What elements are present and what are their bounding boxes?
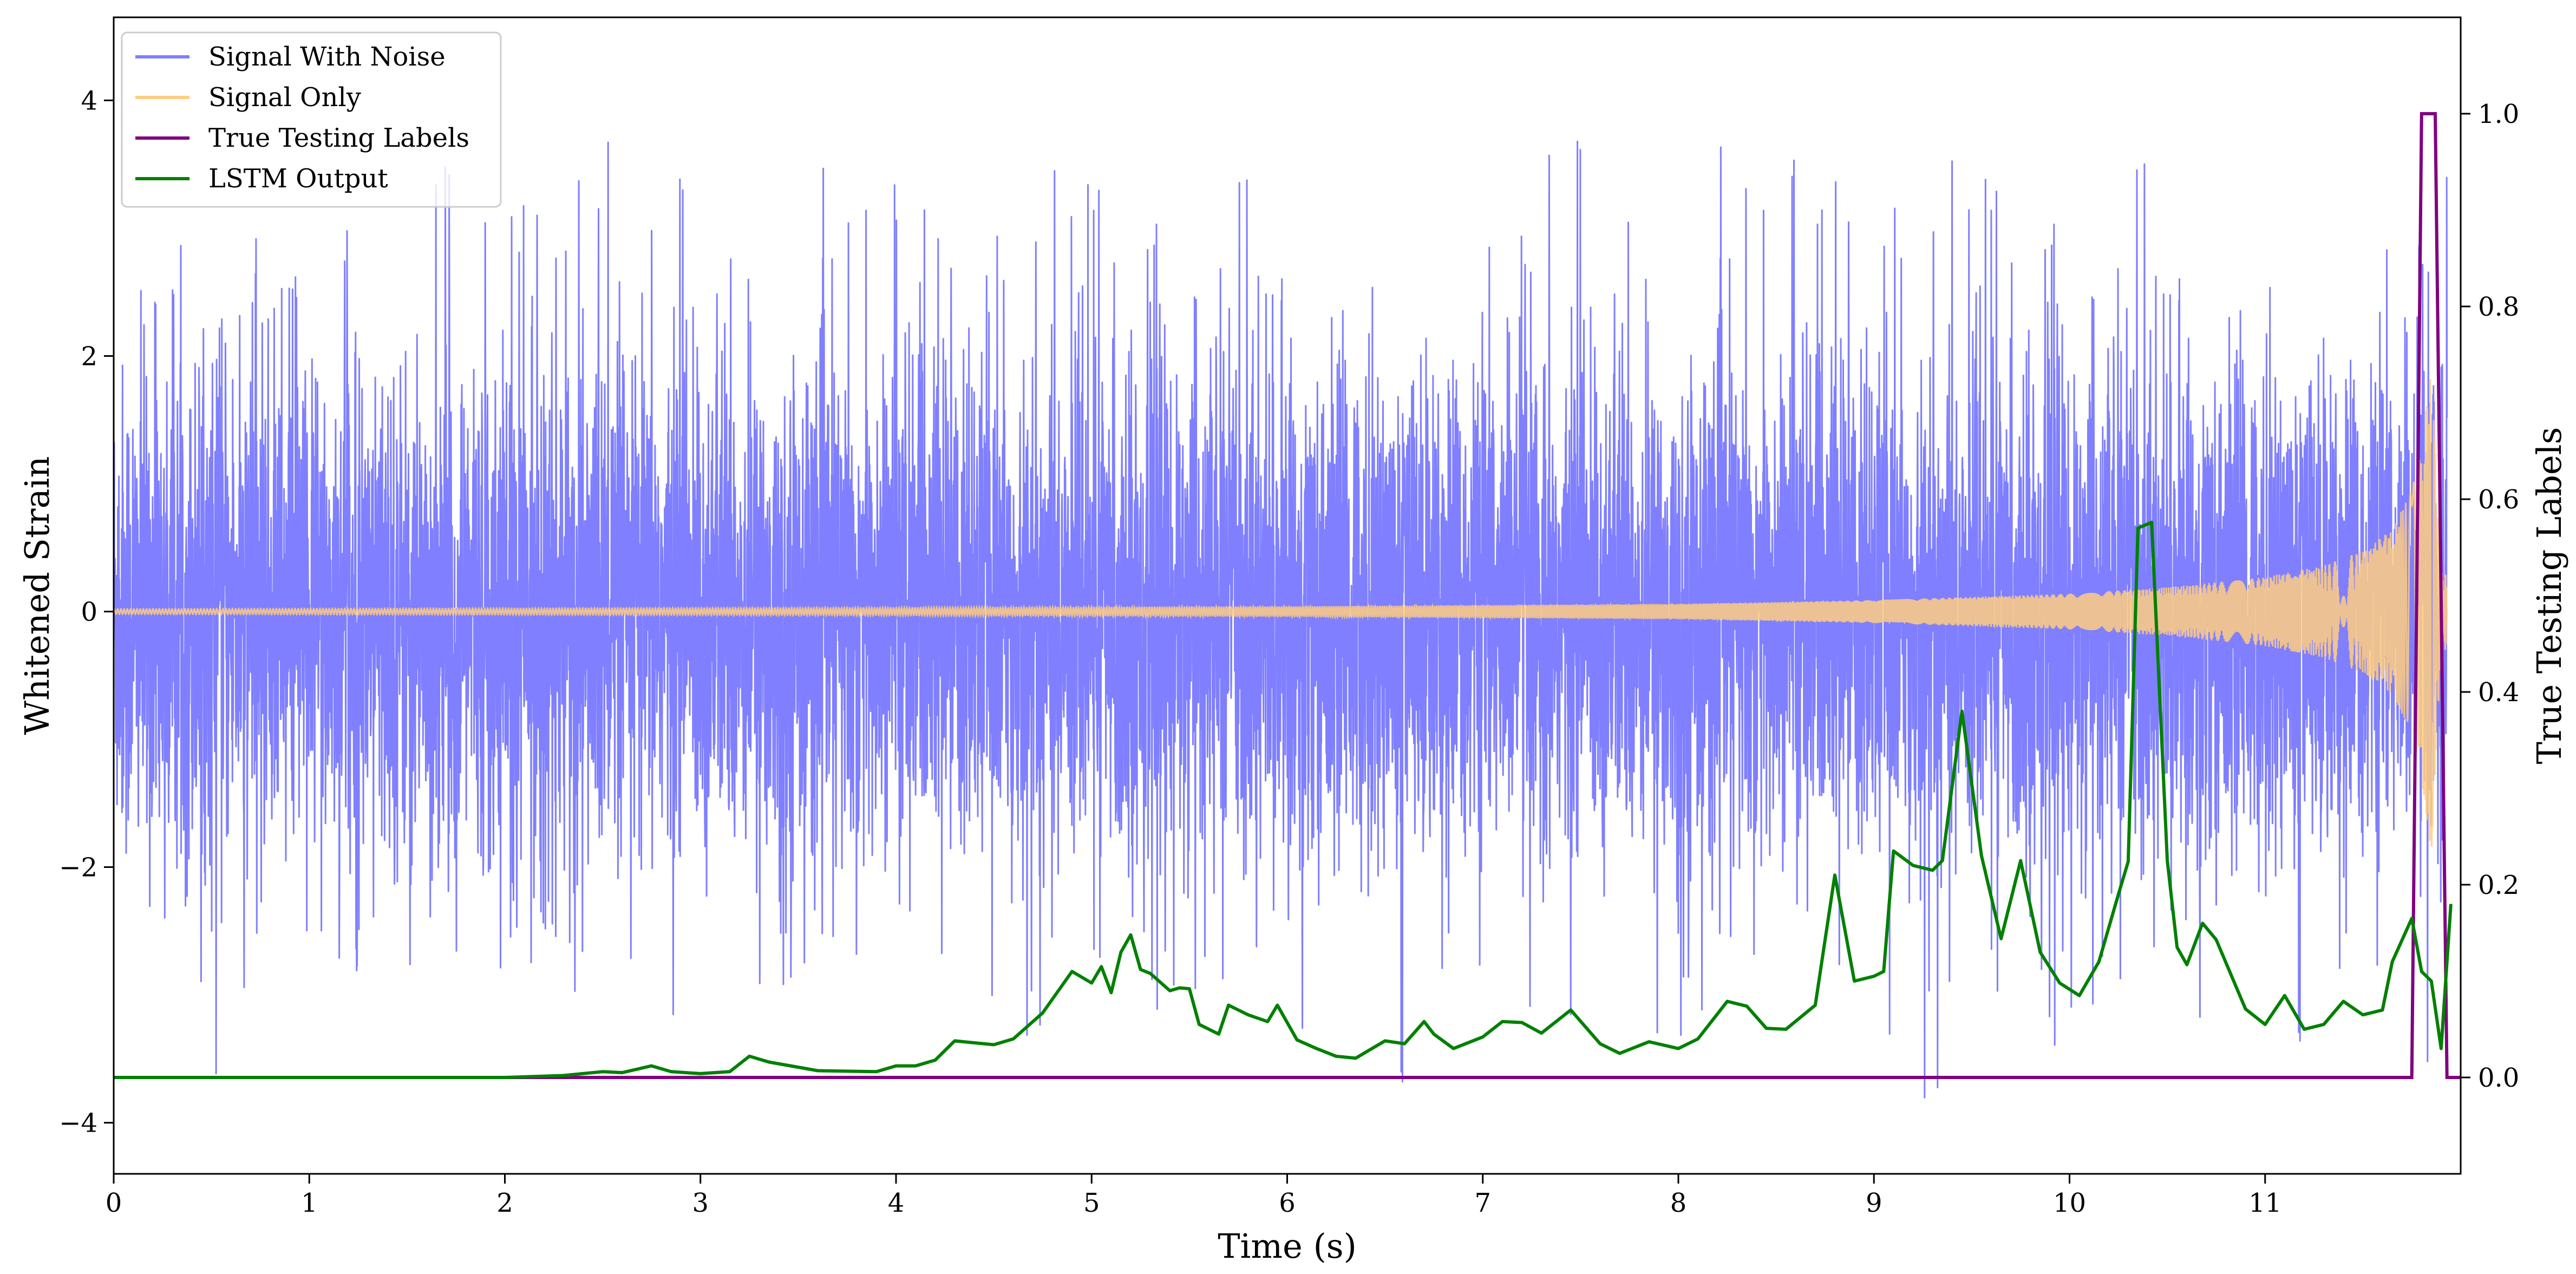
lstm-output-series [114, 520, 2453, 1079]
y-left-tick-label: −4 [59, 1108, 97, 1139]
legend-box [121, 31, 502, 208]
x-tick-label: 6 [1279, 1188, 1296, 1218]
x-axis-label: Time (s) [1218, 1226, 1357, 1266]
y-left-tick-label: 4 [81, 86, 97, 116]
signal-only-line [113, 379, 2448, 847]
signal-with-noise-line [113, 140, 2448, 1099]
x-tick-label: 1 [301, 1188, 318, 1218]
y-left-tick-label: −2 [59, 853, 97, 883]
y-axis-left-label: Whitened Strain [17, 456, 57, 735]
signal-only-series [113, 379, 2448, 847]
y-right-tick-label: 0.4 [2478, 677, 2519, 708]
y-right-tick-label: 0.2 [2478, 870, 2519, 900]
y-right-tick-label: 0.8 [2478, 292, 2519, 322]
x-tick-label: 0 [106, 1188, 122, 1218]
y-axis-left: −4 −2 0 2 4 [59, 86, 114, 1139]
x-tick-label: 7 [1474, 1188, 1491, 1218]
x-tick-label: 3 [692, 1188, 709, 1218]
y-left-tick-label: 0 [81, 597, 97, 628]
y-right-tick-label: 1.0 [2478, 99, 2519, 129]
x-tick-label: 8 [1670, 1188, 1687, 1218]
x-tick-label: 2 [496, 1188, 513, 1218]
lstm-output-line [114, 520, 2453, 1079]
x-axis: 0 1 2 3 4 5 6 7 8 9 10 11 [106, 1174, 2281, 1218]
x-tick-label: 9 [1866, 1188, 1882, 1218]
y-right-tick-label: 0.0 [2478, 1063, 2519, 1093]
plot-area [113, 112, 2461, 1099]
legend-label: LSTM Output [208, 164, 388, 194]
x-tick-label: 5 [1083, 1188, 1100, 1218]
true-testing-labels-series [114, 112, 2461, 1079]
true-testing-labels-line [114, 112, 2461, 1079]
y-left-tick-label: 2 [81, 341, 97, 371]
x-tick-label: 4 [888, 1188, 905, 1218]
legend-label: Signal With Noise [208, 42, 446, 72]
legend-label: True Testing Labels [208, 123, 469, 153]
y-axis-right: 0.0 0.2 0.4 0.6 0.8 1.0 [2461, 99, 2519, 1093]
x-tick-label: 10 [2053, 1188, 2086, 1218]
signal-with-noise-series [113, 140, 2448, 1099]
x-tick-label: 11 [2248, 1188, 2281, 1218]
y-axis-right-label: True Testing Labels [2529, 427, 2569, 765]
legend-label: Signal Only [208, 82, 361, 113]
y-right-tick-label: 0.6 [2478, 485, 2519, 515]
legend: Signal With Noise Signal Only True Testing… [121, 31, 502, 208]
